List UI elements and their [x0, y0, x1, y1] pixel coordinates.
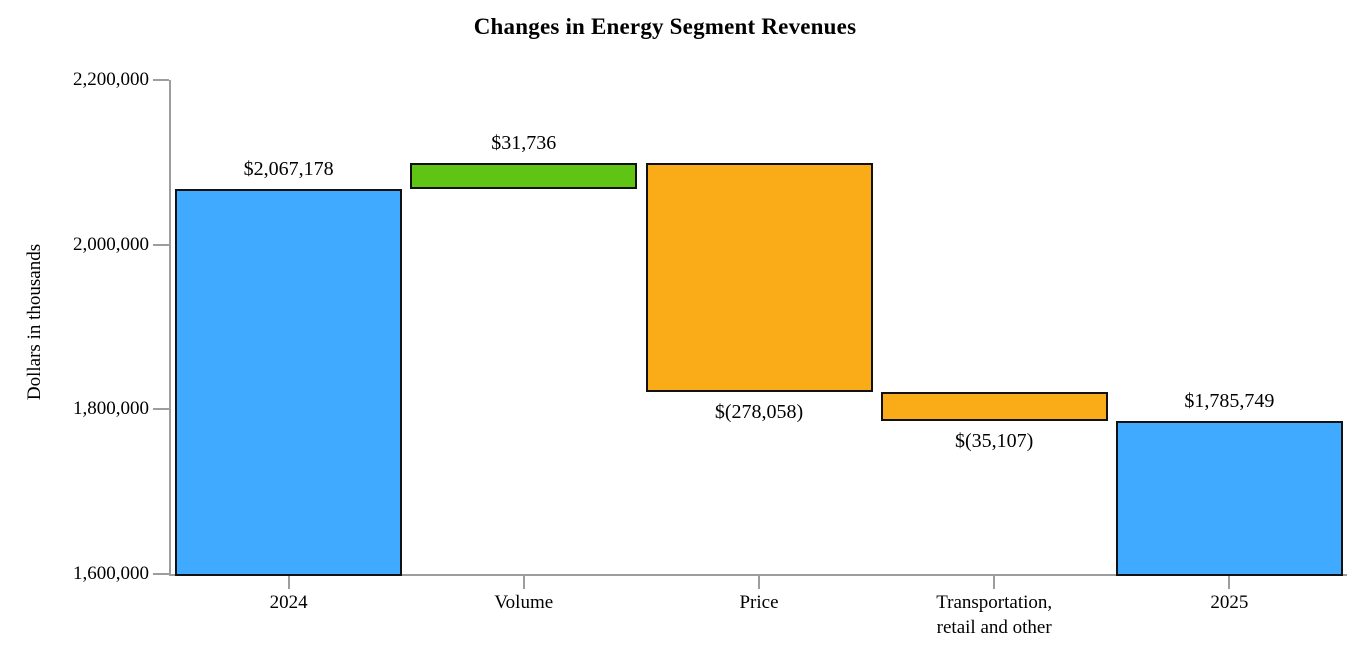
- x-tick-label: Volume: [494, 592, 554, 613]
- x-tick-mark: [287, 576, 290, 589]
- x-tick-label: 2024: [269, 592, 308, 613]
- y-tick-label: 2,200,000: [73, 69, 149, 90]
- y-axis-label: Dollars in thousands: [24, 243, 45, 401]
- x-tick-mark: [758, 576, 760, 589]
- bar-value-label: $31,736: [491, 132, 557, 155]
- x-tick-mark: [993, 576, 996, 589]
- bar-value-label: $1,785,749: [1184, 390, 1275, 413]
- y-tick-mark: [153, 573, 169, 575]
- y-tick-mark: [153, 79, 169, 81]
- y-tick-label: 1,600,000: [73, 563, 149, 584]
- bar-transportation-retail-and-other: [880, 392, 1108, 422]
- y-tick-label: 2,000,000: [73, 233, 149, 255]
- bar-2024: [175, 189, 403, 576]
- x-tick-label: Price: [739, 592, 779, 613]
- x-tick-label: Transportation, retail and other: [936, 592, 1053, 638]
- y-tick-label: 1,800,000: [73, 398, 149, 420]
- x-tick-mark: [1228, 576, 1231, 589]
- bar-value-label: $2,067,178: [243, 158, 334, 181]
- y-tick-mark: [153, 408, 169, 411]
- bar-value-label: $(278,058): [714, 401, 804, 424]
- bar-2025: [1115, 421, 1343, 576]
- bar-price: [645, 163, 873, 393]
- y-tick-mark: [153, 243, 169, 246]
- chart-title: Changes in Energy Segment Revenues: [473, 14, 857, 39]
- y-axis-line: [169, 80, 171, 576]
- x-tick-label: 2025: [1210, 592, 1249, 613]
- bar-volume: [410, 163, 638, 190]
- x-tick-mark: [522, 576, 525, 589]
- x-axis-line: [169, 574, 1347, 576]
- bar-value-label: $(35,107): [955, 430, 1034, 453]
